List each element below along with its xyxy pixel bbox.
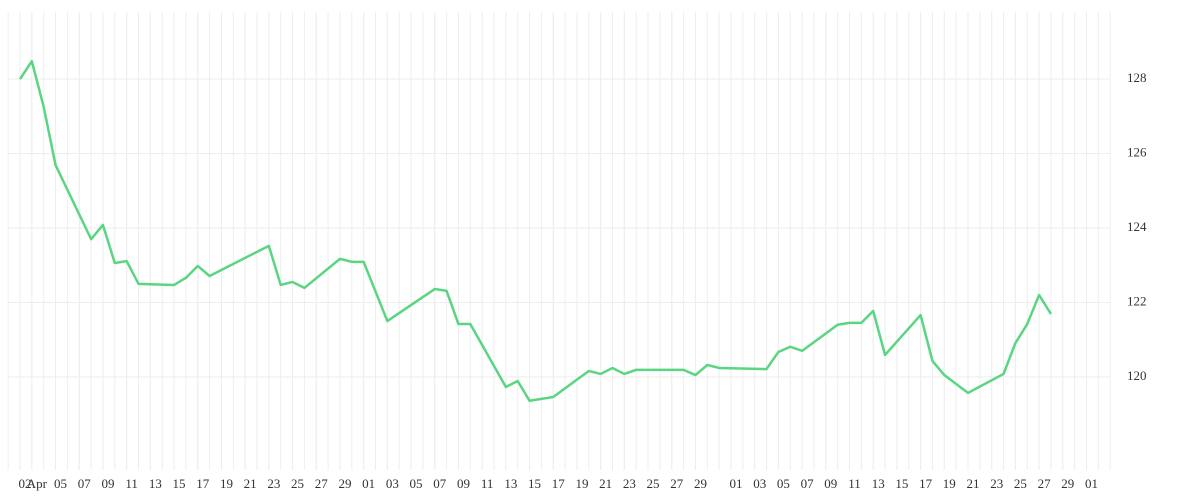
- x-tick-label: 03: [753, 476, 766, 491]
- x-tick-label: 13: [149, 476, 162, 491]
- x-tick-label: 09: [101, 476, 114, 491]
- x-tick-label: 11: [125, 476, 138, 491]
- x-tick-label: 25: [291, 476, 304, 491]
- x-tick-label: 29: [338, 476, 351, 491]
- x-tick-label: 09: [457, 476, 470, 491]
- x-tick-label: 17: [196, 476, 210, 491]
- x-tick-label: 03: [386, 476, 399, 491]
- x-tick-label: 21: [967, 476, 980, 491]
- y-tick-label: 128: [1127, 70, 1147, 85]
- line: [18, 59, 1053, 402]
- x-tick-label: 17: [919, 476, 933, 491]
- x-tick-label: 27: [670, 476, 684, 491]
- x-tick-label: 01: [1085, 476, 1098, 491]
- x-tick-label: 07: [433, 476, 447, 491]
- x-tick-label: 25: [1014, 476, 1027, 491]
- x-tick-label: 01: [730, 476, 743, 491]
- x-tick-label: 11: [848, 476, 861, 491]
- x-tick-label: 17: [552, 476, 566, 491]
- x-tick-label: 01: [362, 476, 375, 491]
- x-tick-label: 27: [315, 476, 329, 491]
- x-tick-label: 13: [504, 476, 517, 491]
- x-tick-label: 19: [220, 476, 233, 491]
- x-tick-label: 21: [244, 476, 257, 491]
- x-tick-label: 05: [410, 476, 423, 491]
- x-tick-label: 09: [824, 476, 837, 491]
- x-tick-label: 25: [647, 476, 660, 491]
- y-tick-label: 120: [1127, 368, 1147, 383]
- x-tick-label: 21: [599, 476, 612, 491]
- x-tick-label: 05: [54, 476, 67, 491]
- x-tick-label: 19: [943, 476, 956, 491]
- x-tick-label: 23: [623, 476, 636, 491]
- x-tick-label: 07: [78, 476, 92, 491]
- x-tick-label: 23: [267, 476, 280, 491]
- y-tick-label: 124: [1127, 219, 1147, 234]
- x-tick-label: 02: [19, 476, 32, 491]
- x-tick-label: 23: [990, 476, 1003, 491]
- x-tick-label: 29: [1061, 476, 1074, 491]
- x-tick-label: 15: [895, 476, 908, 491]
- x-tick-label: Apr: [27, 476, 48, 491]
- x-tick-label: 27: [1038, 476, 1052, 491]
- x-tick-label: 07: [801, 476, 815, 491]
- x-tick-label: 13: [872, 476, 885, 491]
- x-tick-label: 29: [694, 476, 707, 491]
- y-tick-label: 122: [1127, 293, 1147, 308]
- x-tick-label: 05: [777, 476, 790, 491]
- x-tick-label: 11: [481, 476, 494, 491]
- x-tick-label: 15: [173, 476, 186, 491]
- y-tick-label: 126: [1127, 144, 1147, 159]
- x-tick-label: 19: [575, 476, 588, 491]
- x-tick-label: 15: [528, 476, 541, 491]
